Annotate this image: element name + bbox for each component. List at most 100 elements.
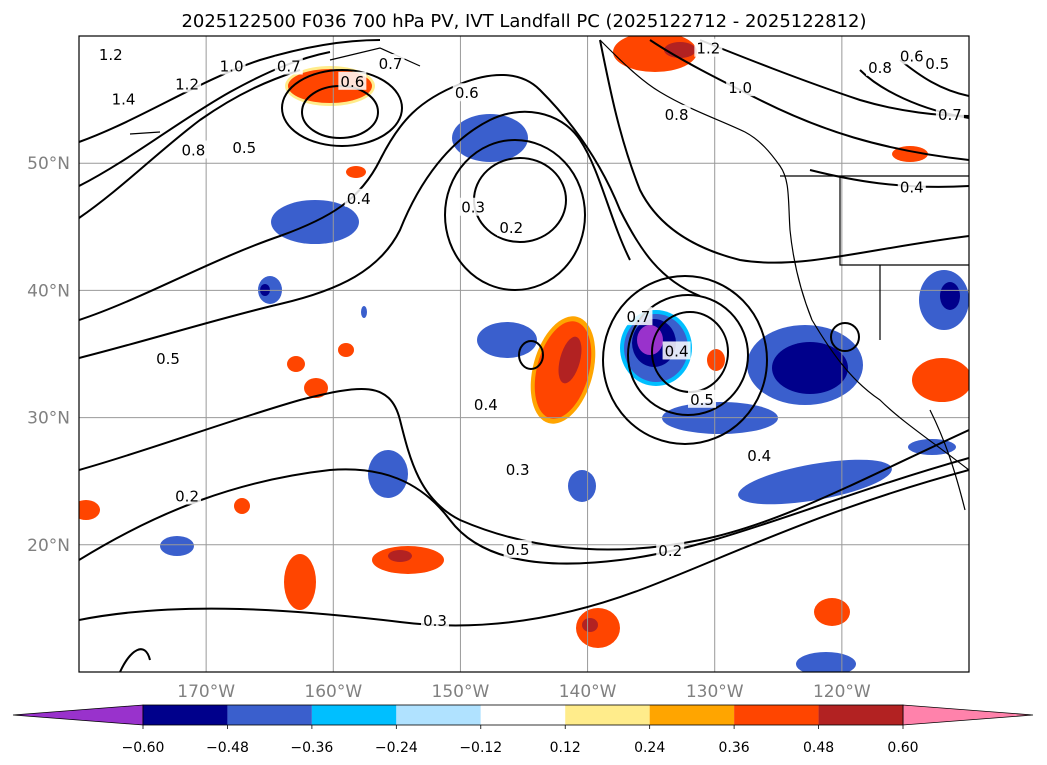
lat-tick-label: 30°N [27, 409, 70, 429]
colorbar-tick-label: 0.24 [634, 740, 665, 756]
contour-label: 0.5 [232, 139, 256, 157]
contour-label: 0.5 [156, 350, 180, 368]
contour-label-bg [726, 78, 755, 97]
contour-label-bg [935, 104, 964, 123]
colorbar-tick-label: −0.36 [290, 740, 333, 756]
colorbar-tick-label: 0.48 [803, 740, 834, 756]
contour-label: 1.4 [112, 91, 136, 109]
colorbar-bin [480, 705, 566, 725]
contour-label: 0.8 [181, 141, 205, 159]
contour-label: 0.3 [461, 199, 485, 217]
colorbar-bin [227, 705, 312, 725]
contour-label: 0.4 [900, 178, 924, 196]
contour-label: 0.7 [379, 55, 403, 73]
contour-label: 0.4 [665, 342, 689, 360]
contour-label-bg [662, 341, 691, 360]
lon-tick-label: 170°W [177, 682, 235, 702]
colorbar-tick-label: −0.48 [206, 740, 249, 756]
contour-label-bg [154, 349, 182, 368]
contour-label-bg [624, 307, 653, 326]
lon-tick-label: 160°W [304, 682, 362, 702]
contour-label: 0.2 [499, 219, 523, 237]
colorbar-tick-label: 0.60 [887, 740, 918, 756]
contour-label: 0.8 [665, 106, 689, 124]
contour-label-bg [897, 177, 926, 196]
contour-label-bg [694, 38, 723, 57]
lon-tick-label: 130°W [686, 682, 744, 702]
contour-label-bg [217, 56, 246, 75]
contour-label-bg [96, 45, 125, 64]
contour-label: 0.3 [506, 461, 530, 479]
chart-title: 2025122500 F036 700 hPa PV, IVT Landfall… [181, 11, 866, 32]
contour-label-bg [923, 53, 952, 72]
contour-label: 1.0 [728, 79, 752, 97]
contour-label: 0.7 [277, 58, 301, 76]
contour-label: 0.6 [340, 73, 364, 91]
contour-label: 0.2 [175, 487, 199, 505]
contour-label-bg [421, 611, 449, 630]
contour-label-bg [866, 57, 894, 76]
lon-tick-label: 140°W [559, 682, 617, 702]
lat-tick-label: 40°N [27, 281, 70, 301]
map-frame [78, 35, 970, 673]
lon-tick-label: 150°W [432, 682, 490, 702]
contour-label-bg [452, 83, 481, 102]
contour-label-bg [459, 197, 488, 216]
contour-label: 1.0 [220, 58, 244, 76]
colorbar-bin [734, 705, 819, 725]
colorbar-bin [818, 705, 903, 725]
contour-labels: 1.21.41.21.0 0.70.60.70.8 0.50.60.4 0.30.21… [96, 38, 964, 630]
contour-label: 0.5 [925, 55, 949, 73]
contour-label-bg [274, 56, 303, 75]
colorbar-tick-label: −0.24 [375, 740, 418, 756]
colorbar-tick-label: 0.12 [550, 740, 581, 756]
lon-tick-labels: 170°W 160°W 150°W 140°W 130°W 120°W [177, 682, 871, 702]
graticule [79, 36, 969, 672]
contour-label-bg [173, 74, 202, 93]
coastlines [129, 39, 969, 511]
contour-label-bg [497, 218, 526, 237]
contour-label: 0.4 [747, 447, 771, 465]
contour-label: 1.2 [175, 75, 199, 93]
contour-label: 0.8 [868, 59, 892, 77]
contour-label-bg [471, 394, 500, 413]
colorbar-bin [649, 705, 735, 725]
contour-label: 0.6 [455, 84, 479, 102]
contour-label-bg [179, 140, 208, 159]
lon-tick-label: 120°W [813, 682, 871, 702]
contour-label: 0.6 [900, 47, 924, 65]
colorbar-extend-low [12, 704, 144, 726]
contour-label: 0.5 [690, 391, 714, 409]
colorbar-extend-high [902, 704, 1034, 726]
colorbar-bin [396, 705, 481, 725]
contour-label: 1.2 [696, 40, 720, 58]
lat-tick-label: 50°N [27, 154, 70, 174]
contour-label-bg [173, 486, 202, 505]
contour-label-bg [503, 459, 532, 478]
contour-label-bg [897, 46, 926, 65]
colorbar: −0.60 −0.48 −0.36 −0.24 −0.12 0.12 0.24 0.36 0.4… [12, 704, 1034, 756]
pv-shading [79, 36, 969, 672]
contour-label-bg [230, 137, 259, 156]
colorbar-tick-label: 0.36 [719, 740, 750, 756]
contour-label: 0.5 [506, 541, 530, 559]
contour-label: 0.7 [626, 308, 650, 326]
colorbar-tick-label: −0.60 [122, 740, 165, 756]
contour-label-bg [745, 445, 774, 464]
contour-label-bg [503, 539, 532, 558]
map-content: 1.21.41.21.0 0.70.60.70.8 0.50.60.4 0.30.21… [79, 36, 969, 672]
colorbar-bin [311, 705, 397, 725]
contour-label: 0.2 [658, 542, 682, 560]
contour-label-bg [688, 389, 716, 408]
contour-label-bg [338, 71, 367, 90]
contour-label-bg [656, 541, 685, 560]
contour-label-bg [344, 188, 373, 207]
contour-label-bg [662, 104, 691, 123]
contour-label-bg [376, 53, 405, 72]
contour-label: 1.2 [99, 46, 123, 64]
colorbar-bin [565, 705, 650, 725]
colorbar-tick-label: −0.12 [459, 740, 502, 756]
contour-label: 0.7 [938, 106, 962, 124]
contour-label: 0.4 [474, 396, 498, 414]
